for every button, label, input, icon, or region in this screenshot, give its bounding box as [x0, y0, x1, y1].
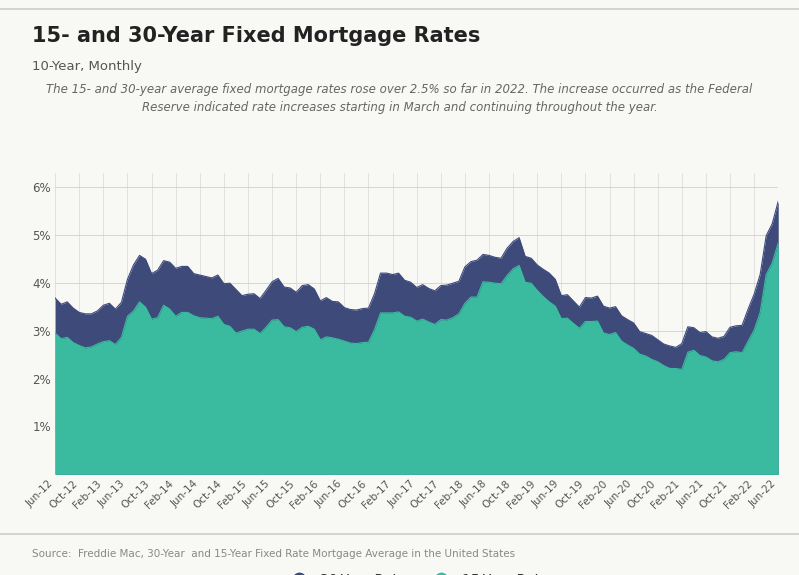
Text: 10-Year, Monthly: 10-Year, Monthly — [32, 60, 142, 74]
Text: Reserve indicated rate increases starting in March and continuing throughout the: Reserve indicated rate increases startin… — [141, 101, 658, 114]
Legend: 30-Year Rate, 15-Year Rate: 30-Year Rate, 15-Year Rate — [280, 568, 554, 575]
Text: Source:  Freddie Mac, 30-Year  and 15-Year Fixed Rate Mortgage Average in the Un: Source: Freddie Mac, 30-Year and 15-Year… — [32, 549, 515, 559]
Text: The 15- and 30-year average fixed mortgage rates rose over 2.5% so far in 2022. : The 15- and 30-year average fixed mortga… — [46, 83, 753, 97]
Text: 15- and 30-Year Fixed Mortgage Rates: 15- and 30-Year Fixed Mortgage Rates — [32, 26, 480, 46]
